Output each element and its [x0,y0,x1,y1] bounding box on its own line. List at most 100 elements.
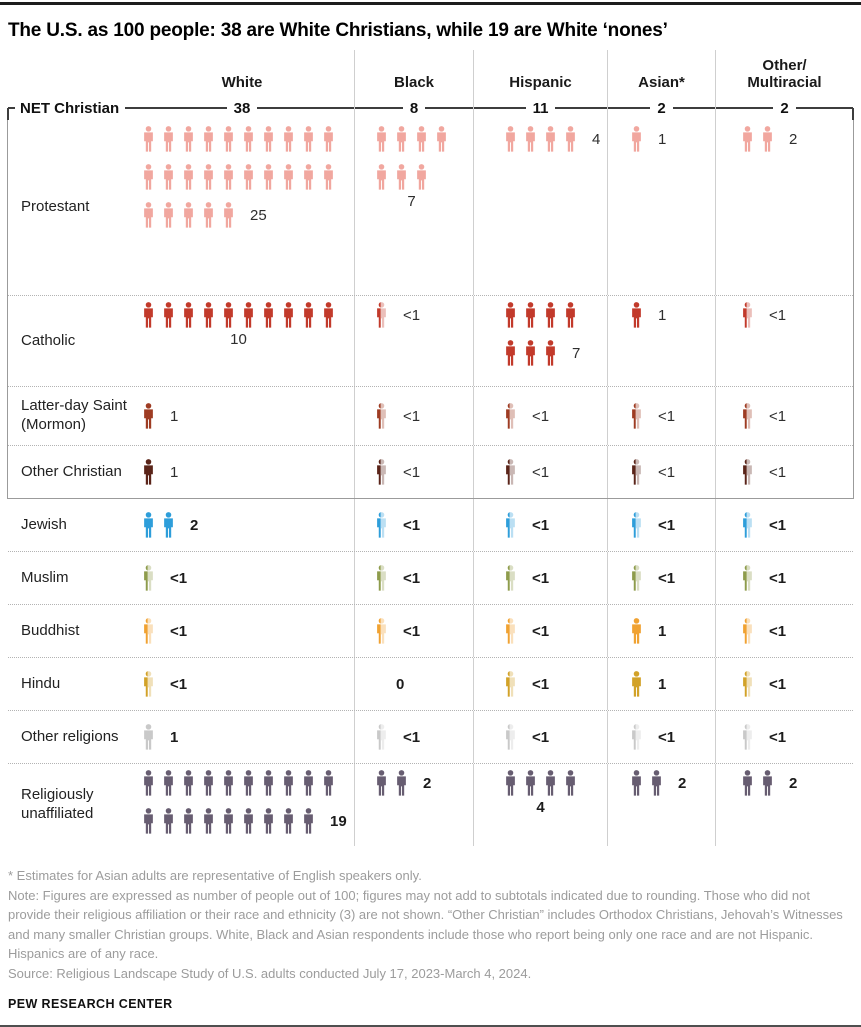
row-label-text: Protestant [21,198,90,216]
count-label: <1 [769,463,787,481]
cell-latter-day-saint-hispanic: <1 [473,387,607,445]
row-label-text: Other Christian [21,462,122,480]
cell-other-religions-asian: <1 [607,711,715,763]
person-icon [630,126,643,152]
person-icon [162,164,175,190]
cell-other-religions-other-multiracial: <1 [715,711,853,763]
count-label: 1 [658,675,667,693]
column-header-black: Black [354,50,473,96]
count-label: 2 [190,516,199,534]
cell-latter-day-saint-asian: <1 [607,387,715,445]
count-label: 19 [330,812,347,830]
person-icon [202,126,215,152]
cell-buddhist-white: <1 [130,605,354,657]
partial-person-icon [375,403,388,429]
count-label: <1 [769,675,787,693]
count-label: 1 [170,728,179,746]
count-label: <1 [403,728,421,746]
person-icon [504,340,517,366]
row-label-text: Hindu [21,674,61,692]
person-icon [761,770,774,796]
column-header-hispanic: Hispanic [473,50,607,96]
person-icon [182,126,195,152]
pictograph-chart: White Black Hispanic Asian* Other/ Multi… [0,50,861,846]
person-icon [302,808,315,834]
person-icon [142,126,155,152]
column-header-row: White Black Hispanic Asian* Other/ Multi… [8,50,853,96]
cell-protestant-black: 7 [354,120,473,295]
partial-person-icon [375,302,388,328]
cell-muslim-white: <1 [130,552,354,604]
cell-catholic-asian: 1 [607,296,715,386]
person-icon [524,340,537,366]
count-label: <1 [532,516,550,534]
person-icon [375,770,388,796]
cell-muslim-asian: <1 [607,552,715,604]
partial-person-icon [630,724,643,750]
cell-protestant-white: 25 [130,120,354,295]
cell-protestant-other-multiracial: 2 [715,120,853,295]
count-label: 25 [250,206,267,224]
partial-person-icon [375,724,388,750]
row-other-religions: Other religions 1 <1 <1 <1 <1 [8,710,853,763]
person-icon [202,808,215,834]
person-icon [162,808,175,834]
header-spacer [8,50,130,96]
person-icon [282,770,295,796]
person-icon [322,126,335,152]
person-icon [222,808,235,834]
net-value: 2 [780,99,789,117]
row-label-other-christian: Other Christian [8,446,130,498]
cell-religiously-unaffiliated-black: 2 [354,764,473,846]
net-value: 38 [233,99,251,117]
count-label: 1 [658,130,667,148]
cell-jewish-white: 2 [130,499,354,551]
count-label: <1 [170,569,188,587]
count-label: <1 [658,516,676,534]
cell-jewish-asian: <1 [607,499,715,551]
person-icon [182,808,195,834]
cell-catholic-hispanic: 7 [473,296,607,386]
count-label: 0 [396,675,405,693]
person-icon [302,126,315,152]
partial-person-icon [741,618,754,644]
person-icon [162,202,175,228]
cell-muslim-hispanic: <1 [473,552,607,604]
cell-hindu-black: 0 [354,658,473,710]
partial-person-icon [504,618,517,644]
person-icon [415,164,428,190]
row-label-hindu: Hindu [8,658,130,710]
net-value-white-cell: 38 [130,96,354,120]
row-other-christian: Other Christian 1 <1 <1 <1 <1 [8,445,853,498]
person-icon [322,164,335,190]
footnotes: * Estimates for Asian adults are represe… [0,866,861,983]
person-icon [202,164,215,190]
person-icon [242,770,255,796]
count-label: <1 [532,675,550,693]
cell-buddhist-black: <1 [354,605,473,657]
person-icon [504,302,517,328]
count-label: <1 [658,728,676,746]
net-christian-label: NET Christian [20,99,120,117]
count-label: <1 [769,622,787,640]
partial-person-icon [504,403,517,429]
cell-muslim-other-multiracial: <1 [715,552,853,604]
count-label: <1 [170,622,188,640]
row-label-religiously-unaffiliated: Religiously unaffiliated [8,764,130,846]
count-label: 2 [789,130,798,148]
row-label-text: Religiously unaffiliated [21,786,94,822]
person-icon [162,770,175,796]
partial-person-icon [630,459,643,485]
partial-person-icon [375,459,388,485]
cell-hindu-other-multiracial: <1 [715,658,853,710]
cell-other-religions-hispanic: <1 [473,711,607,763]
cell-religiously-unaffiliated-other-multiracial: 2 [715,764,853,846]
footnote-note: Note: Figures are expressed as number of… [8,887,843,962]
count-label: <1 [403,622,421,640]
person-icon [761,126,774,152]
non-christian-rows: Jewish 2 <1 <1 <1 <1 Muslim <1 <1 <1 <1 <1 Buddhist <… [8,499,853,846]
cell-catholic-white: 10 [130,296,354,386]
person-icon [395,770,408,796]
person-icon [242,808,255,834]
person-icon [524,302,537,328]
